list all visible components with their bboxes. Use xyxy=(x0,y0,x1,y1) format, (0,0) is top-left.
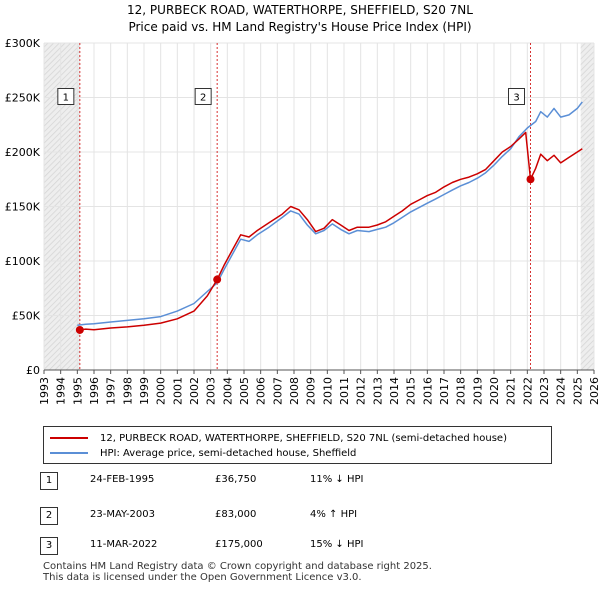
x-tick-label: 2003 xyxy=(205,377,218,405)
x-tick-label: 1998 xyxy=(121,377,134,405)
x-tick-label: 1996 xyxy=(88,377,101,405)
y-tick-label: £200K xyxy=(5,146,41,159)
x-tick-label: 1993 xyxy=(38,377,51,405)
sale-date: 11-MAR-2022 xyxy=(90,539,158,550)
x-tick-label: 2000 xyxy=(155,377,168,405)
sale-price: £36,750 xyxy=(215,474,257,485)
axes: 1993 1994 1995 1996 1997 1998 1999 2000 2001 2002… xyxy=(5,37,600,405)
hpi-line xyxy=(77,101,583,327)
sale-number-badge: 1 xyxy=(40,472,58,490)
sale-marker-label: 3 xyxy=(513,93,519,104)
x-tick-label: 2010 xyxy=(321,377,334,405)
sale-date: 24-FEB-1995 xyxy=(90,474,155,485)
sale-point xyxy=(213,275,222,284)
x-tick-label: 2019 xyxy=(471,377,484,405)
series-lines xyxy=(77,101,583,331)
grid xyxy=(43,42,595,371)
x-tick-label: 2005 xyxy=(238,377,251,405)
legend-item-hpi: HPI: Average price, semi-detached house,… xyxy=(50,446,356,460)
sale-marker-boxes: 1 2 3 xyxy=(57,88,525,105)
sale-row: 1 24-FEB-1995 £36,750 11% ↓ HPI xyxy=(40,470,440,490)
x-tick-label: 2021 xyxy=(505,377,518,405)
x-tick-label: 2025 xyxy=(571,377,584,405)
sale-price: £83,000 xyxy=(215,509,257,520)
y-tick-label: £0 xyxy=(26,364,40,377)
sale-price: £175,000 xyxy=(215,539,263,550)
footer: Contains HM Land Registry data © Crown c… xyxy=(43,561,432,583)
chart-title-block: 12, PURBECK ROAD, WATERTHORPE, SHEFFIELD… xyxy=(0,2,600,36)
sale-marker-box xyxy=(508,88,525,105)
sale-point xyxy=(75,325,84,334)
x-tick-label: 2013 xyxy=(371,377,384,405)
x-tick-label: 2015 xyxy=(405,377,418,405)
x-tick-label: 2012 xyxy=(355,377,368,405)
y-tick-label: £150K xyxy=(5,201,41,214)
property-price-line xyxy=(79,131,583,331)
x-tick-label: 2008 xyxy=(288,377,301,405)
legend-swatch-property xyxy=(50,437,88,439)
x-tick-label: 2024 xyxy=(555,377,568,405)
sale-date: 23-MAY-2003 xyxy=(90,509,156,520)
chart-subtitle: Price paid vs. HM Land Registry's House … xyxy=(128,20,472,34)
sale-hpi-diff: 15% ↓ HPI xyxy=(310,539,364,550)
x-tick-label: 2007 xyxy=(271,377,284,405)
sale-hpi-diff: 11% ↓ HPI xyxy=(310,474,364,485)
legend-item-property: 12, PURBECK ROAD, WATERTHORPE, SHEFFIELD… xyxy=(50,431,507,445)
x-tick-label: 2026 xyxy=(588,377,600,405)
sale-marker-label: 1 xyxy=(63,93,69,104)
sale-points xyxy=(75,175,535,334)
x-tick-label: 2020 xyxy=(488,377,501,405)
footer-line-2: This data is licensed under the Open Gov… xyxy=(43,572,362,583)
x-tick-label: 2018 xyxy=(455,377,468,405)
y-tick-label: £100K xyxy=(5,255,41,268)
sale-marker-box xyxy=(57,88,75,105)
sale-marker-label: 2 xyxy=(200,93,206,104)
sale-row: 3 11-MAR-2022 £175,000 15% ↓ HPI xyxy=(40,535,440,555)
sale-marker-box xyxy=(194,88,212,105)
footer-line-1: Contains HM Land Registry data © Crown c… xyxy=(43,561,432,572)
x-tick-label: 2011 xyxy=(338,377,351,405)
x-tick-label: 2001 xyxy=(171,377,184,405)
x-tick-label: 2022 xyxy=(521,377,534,405)
x-tick-label: 2002 xyxy=(188,377,201,405)
x-tick-label: 2014 xyxy=(388,377,401,405)
sale-row: 2 23-MAY-2003 £83,000 4% ↑ HPI xyxy=(40,505,440,525)
legend-label-hpi: HPI: Average price, semi-detached house,… xyxy=(100,447,357,459)
chart-title: 12, PURBECK ROAD, WATERTHORPE, SHEFFIELD… xyxy=(127,3,473,17)
legend-label-property: 12, PURBECK ROAD, WATERTHORPE, SHEFFIELD… xyxy=(100,432,507,444)
legend-swatch-hpi xyxy=(50,452,88,454)
x-tick-label: 1999 xyxy=(138,377,151,405)
x-tick-label: 2004 xyxy=(221,377,234,405)
y-tick-label: £300K xyxy=(5,37,41,50)
legend: 12, PURBECK ROAD, WATERTHORPE, SHEFFIELD… xyxy=(43,426,552,464)
x-tick-label: 2009 xyxy=(305,377,318,405)
sale-number-badge: 3 xyxy=(40,537,58,555)
sale-point xyxy=(526,175,535,184)
y-tick-label: £250K xyxy=(5,92,41,105)
x-tick-label: 2006 xyxy=(255,377,268,405)
y-tick-label: £50K xyxy=(12,310,41,323)
x-tick-label: 2016 xyxy=(421,377,434,405)
sale-number-badge: 2 xyxy=(40,507,58,525)
x-tick-label: 1997 xyxy=(105,377,118,405)
x-tick-label: 1995 xyxy=(71,377,84,405)
sale-vlines xyxy=(79,43,531,370)
sale-hpi-diff: 4% ↑ HPI xyxy=(310,509,358,520)
x-tick-label: 2023 xyxy=(538,377,551,405)
x-tick-label: 1994 xyxy=(55,377,68,405)
x-tick-label: 2017 xyxy=(438,377,451,405)
